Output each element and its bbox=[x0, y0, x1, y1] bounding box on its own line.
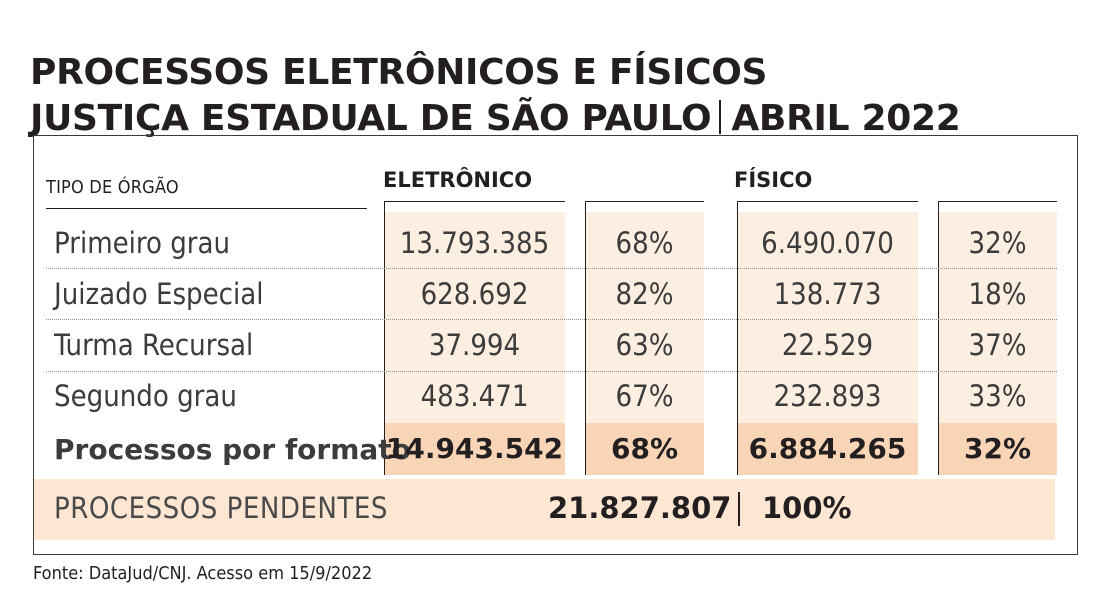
cell-eletronico-pct: 82% bbox=[615, 277, 674, 311]
total-eletronico-value: 14.943.542 bbox=[385, 432, 564, 465]
eletronico-pct-band bbox=[585, 212, 704, 423]
title-date: ABRIL 2022 bbox=[731, 98, 961, 139]
cell-fisico-pct: 37% bbox=[968, 328, 1027, 362]
row-label-turma-recursal: Turma Recursal bbox=[54, 328, 254, 362]
header-tipo-underline bbox=[46, 208, 367, 209]
fisico-pct-band bbox=[938, 212, 1057, 423]
cell-eletronico-value: 628.692 bbox=[420, 277, 529, 311]
cell-eletronico-pct: 68% bbox=[615, 226, 674, 260]
fisico-value-band bbox=[737, 212, 918, 423]
column-divider bbox=[938, 201, 939, 475]
column-divider bbox=[384, 201, 385, 475]
cell-fisico-value: 232.893 bbox=[773, 379, 882, 413]
fisico-total-band bbox=[737, 423, 918, 475]
header-eletronico-pct-underline bbox=[585, 201, 704, 202]
cell-fisico-pct: 33% bbox=[968, 379, 1027, 413]
title-separator bbox=[719, 100, 722, 134]
row-separator bbox=[46, 268, 1057, 269]
title-region: JUSTIÇA ESTADUAL DE SÃO PAULO bbox=[30, 98, 712, 139]
cell-fisico-pct: 18% bbox=[968, 277, 1027, 311]
total-fisico-value: 6.884.265 bbox=[748, 432, 907, 465]
header-tipo-orgao: TIPO DE ÓRGÃO bbox=[46, 177, 179, 198]
header-fisico-underline bbox=[737, 201, 918, 202]
pending-label: PROCESSOS PENDENTES bbox=[54, 491, 388, 525]
row-label-juizado-especial: Juizado Especial bbox=[54, 277, 264, 311]
source-note: Fonte: DataJud/CNJ. Acesso em 15/9/2022 bbox=[33, 563, 373, 584]
row-separator bbox=[46, 371, 1057, 372]
cell-eletronico-value: 37.994 bbox=[428, 328, 521, 362]
table-frame bbox=[33, 135, 1078, 555]
fisico-pct-total-band bbox=[938, 423, 1057, 475]
header-eletronico-underline bbox=[384, 201, 565, 202]
total-eletronico-pct: 68% bbox=[610, 432, 679, 465]
chart-title-line1: PROCESSOS ELETRÔNICOS E FÍSICOS bbox=[30, 52, 768, 93]
eletronico-pct-total-band bbox=[585, 423, 704, 475]
total-fisico-pct: 32% bbox=[963, 432, 1032, 465]
pending-separator bbox=[738, 492, 740, 526]
header-eletronico: ELETRÔNICO bbox=[383, 168, 533, 192]
row-label-total: Processos por formato bbox=[54, 433, 411, 466]
pending-value: 21.827.807 bbox=[548, 491, 732, 525]
cell-eletronico-value: 483.471 bbox=[420, 379, 529, 413]
row-label-primeiro-grau: Primeiro grau bbox=[54, 226, 231, 260]
cell-fisico-value: 138.773 bbox=[773, 277, 882, 311]
pending-pct: 100% bbox=[762, 491, 852, 525]
cell-fisico-pct: 32% bbox=[968, 226, 1027, 260]
column-divider bbox=[737, 201, 738, 475]
cell-fisico-value: 6.490.070 bbox=[761, 226, 894, 260]
header-fisico-pct-underline bbox=[938, 201, 1057, 202]
pending-band bbox=[34, 479, 1055, 540]
cell-eletronico-pct: 67% bbox=[615, 379, 674, 413]
eletronico-total-band bbox=[384, 423, 565, 475]
row-label-segundo-grau: Segundo grau bbox=[54, 379, 237, 413]
header-fisico: FÍSICO bbox=[734, 168, 813, 192]
cell-fisico-value: 22.529 bbox=[781, 328, 874, 362]
row-separator bbox=[46, 319, 1057, 320]
eletronico-value-band bbox=[384, 212, 565, 423]
chart-title-line2: JUSTIÇA ESTADUAL DE SÃO PAULO ABRIL 2022 bbox=[30, 98, 961, 139]
column-divider bbox=[585, 201, 586, 475]
cell-eletronico-pct: 63% bbox=[615, 328, 674, 362]
cell-eletronico-value: 13.793.385 bbox=[399, 226, 550, 260]
